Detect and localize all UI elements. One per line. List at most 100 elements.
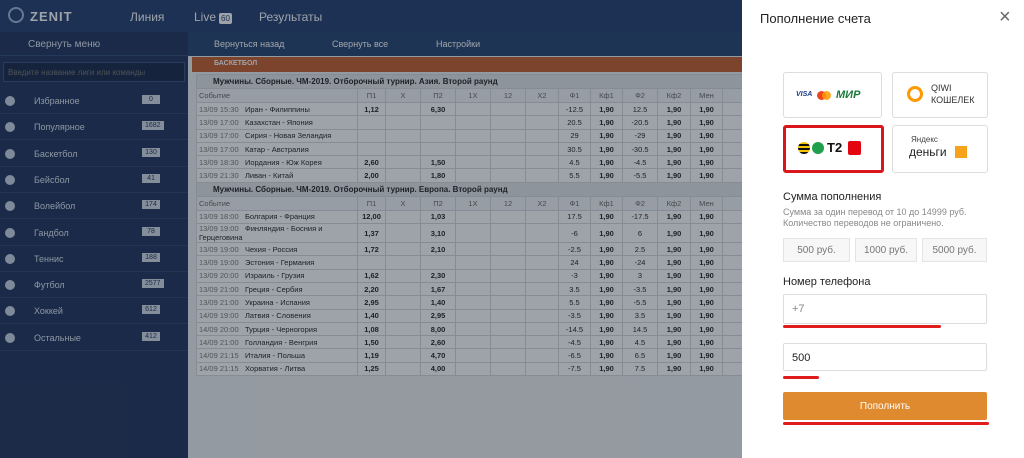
odds-cell[interactable]: 1,90 [657, 268, 691, 283]
odds-cell[interactable]: 1,90 [690, 223, 723, 244]
odds-cell[interactable]: -4.5 [622, 155, 658, 170]
odds-cell[interactable]: 1,90 [590, 335, 623, 350]
nav-item[interactable]: Линия [130, 10, 164, 24]
close-button[interactable]: × [999, 6, 1011, 28]
odds-cell[interactable]: 1,90 [690, 115, 723, 130]
toolbar-button[interactable]: Вернуться назад [214, 39, 285, 49]
odds-cell[interactable]: 4,00 [420, 361, 456, 377]
odds-cell[interactable]: -24 [622, 255, 658, 270]
sport-item[interactable]: Популярное 1682 [0, 114, 188, 141]
odds-cell[interactable]: 1,90 [590, 295, 623, 310]
mobile-method[interactable]: T2 [783, 125, 884, 173]
odds-cell[interactable]: 3,10 [420, 223, 456, 244]
preset[interactable]: 5000 руб. [922, 238, 987, 262]
phone-input[interactable]: +7 [783, 294, 987, 324]
odds-cell[interactable]: 1,90 [590, 268, 623, 283]
event-name[interactable]: Латвия - Словения [245, 311, 311, 321]
event-name[interactable]: Чехия - Россия [245, 244, 298, 254]
event-name[interactable]: Сирия - Новая Зеландия [245, 131, 332, 141]
odds-cell[interactable]: 1,90 [590, 155, 623, 170]
odds-cell[interactable]: 17.5 [558, 209, 591, 225]
odds-cell[interactable]: -14.5 [558, 321, 591, 337]
event-name[interactable]: Хорватия - Литва [245, 364, 306, 374]
odds-cell[interactable]: -17.5 [622, 209, 658, 225]
odds-cell[interactable]: 1,08 [357, 321, 386, 337]
odds-cell[interactable]: 1,03 [420, 209, 456, 225]
odds-cell[interactable]: 1,90 [590, 101, 623, 117]
group-header[interactable]: Мужчины. Сборные. ЧМ-2019. Отборочный ту… [195, 181, 744, 197]
odds-cell[interactable]: 3.5 [558, 281, 591, 297]
odds-cell[interactable]: 1,90 [590, 242, 623, 257]
odds-cell[interactable]: -3.5 [622, 281, 658, 297]
odds-cell[interactable]: 1,90 [657, 361, 691, 377]
odds-cell[interactable]: 2,30 [420, 268, 456, 283]
event-name[interactable]: Казахстан - Япония [245, 117, 313, 127]
odds-cell[interactable]: 1,90 [657, 101, 691, 117]
odds-cell[interactable]: 1,40 [357, 308, 386, 323]
odds-cell[interactable]: 1,50 [357, 335, 386, 350]
event-name[interactable]: Голландия - Венгрия [245, 337, 318, 347]
event-name[interactable]: Греция - Сербия [245, 284, 303, 294]
odds-cell[interactable]: 2,60 [420, 335, 456, 350]
odds-cell[interactable]: 1,90 [690, 361, 723, 377]
search[interactable] [3, 62, 185, 82]
sport-item[interactable]: Избранное 0 [0, 88, 188, 114]
odds-cell[interactable]: 1,90 [690, 168, 723, 183]
odds-cell[interactable]: 2,95 [420, 308, 456, 323]
odds-cell[interactable]: 1,90 [590, 361, 623, 377]
odds-cell[interactable]: 1,90 [657, 348, 691, 363]
odds-cell[interactable]: 1,72 [357, 242, 386, 257]
event-name[interactable]: Иордания - Юж Корея [245, 157, 322, 167]
odds-cell[interactable]: 1,19 [357, 348, 386, 363]
odds-cell[interactable]: 5.5 [558, 168, 591, 183]
odds-cell[interactable]: 1,90 [657, 128, 691, 143]
event-name[interactable]: Ливан - Китай [245, 171, 294, 181]
odds-cell[interactable]: 1,90 [657, 335, 691, 350]
odds-cell[interactable]: 1,90 [690, 281, 723, 297]
preset[interactable]: 1000 руб. [855, 238, 917, 262]
odds-cell[interactable]: 1,90 [657, 281, 691, 297]
odds-cell[interactable]: 6.5 [622, 348, 658, 363]
odds-cell[interactable]: -7.5 [558, 361, 591, 377]
event-name[interactable]: Катар - Австралия [245, 144, 309, 154]
preset[interactable]: 500 руб. [783, 238, 850, 262]
event-name[interactable]: Италия - Польша [245, 351, 306, 361]
odds-cell[interactable]: 2.5 [622, 242, 658, 257]
yandex-method[interactable]: Яндекс деньги [892, 125, 988, 173]
card-method[interactable]: VISA МИР [783, 72, 882, 118]
toolbar-button[interactable]: Настройки [436, 39, 481, 49]
event-name[interactable]: Турция - Черногория [245, 324, 318, 334]
odds-cell[interactable]: 1,90 [690, 155, 723, 170]
event-name[interactable]: Болгария - Франция [245, 212, 315, 222]
sport-item[interactable]: Гандбол 78 [0, 220, 188, 246]
odds-cell[interactable]: 1,90 [590, 168, 623, 183]
overlay[interactable] [0, 0, 742, 458]
amount-input[interactable]: 500 [783, 343, 987, 371]
odds-cell[interactable]: -2.5 [558, 242, 591, 257]
odds-cell[interactable]: 6 [622, 223, 658, 244]
event-name[interactable]: Израиль - Грузия [245, 271, 305, 281]
odds-cell[interactable]: 14.5 [622, 321, 658, 337]
odds-cell[interactable]: 30.5 [558, 141, 591, 157]
sport-item[interactable]: Хоккей 612 [0, 298, 188, 325]
collapse-menu[interactable]: Свернуть меню [0, 32, 188, 56]
odds-cell[interactable]: 1,90 [657, 295, 691, 310]
odds-cell[interactable]: 1,90 [657, 223, 691, 244]
qiwi-method[interactable]: QIWI КОШЕЛЕК [892, 72, 988, 118]
sport-item[interactable]: Остальные 412 [0, 325, 188, 351]
odds-cell[interactable]: -3 [558, 268, 591, 283]
nav-item[interactable]: Live 60 [194, 10, 232, 24]
odds-cell[interactable]: -12.5 [558, 101, 591, 117]
event-name[interactable]: Финляндия - Босния и Герцеговина [199, 224, 323, 243]
odds-cell[interactable]: 1,90 [657, 115, 691, 130]
odds-cell[interactable]: 1,90 [690, 335, 723, 350]
odds-cell[interactable]: 1,50 [420, 155, 456, 170]
sport-item[interactable]: Волейбол 174 [0, 193, 188, 220]
odds-cell[interactable]: -30.5 [622, 141, 658, 157]
odds-cell[interactable]: 1,90 [590, 255, 623, 270]
submit-button[interactable]: Пополнить [783, 392, 987, 420]
odds-cell[interactable]: 1,90 [657, 255, 691, 270]
sport-item[interactable]: Баскетбол 130 [0, 141, 188, 167]
odds-cell[interactable]: 7.5 [622, 361, 658, 377]
sport-item[interactable]: Футбол 2577 [0, 272, 188, 299]
